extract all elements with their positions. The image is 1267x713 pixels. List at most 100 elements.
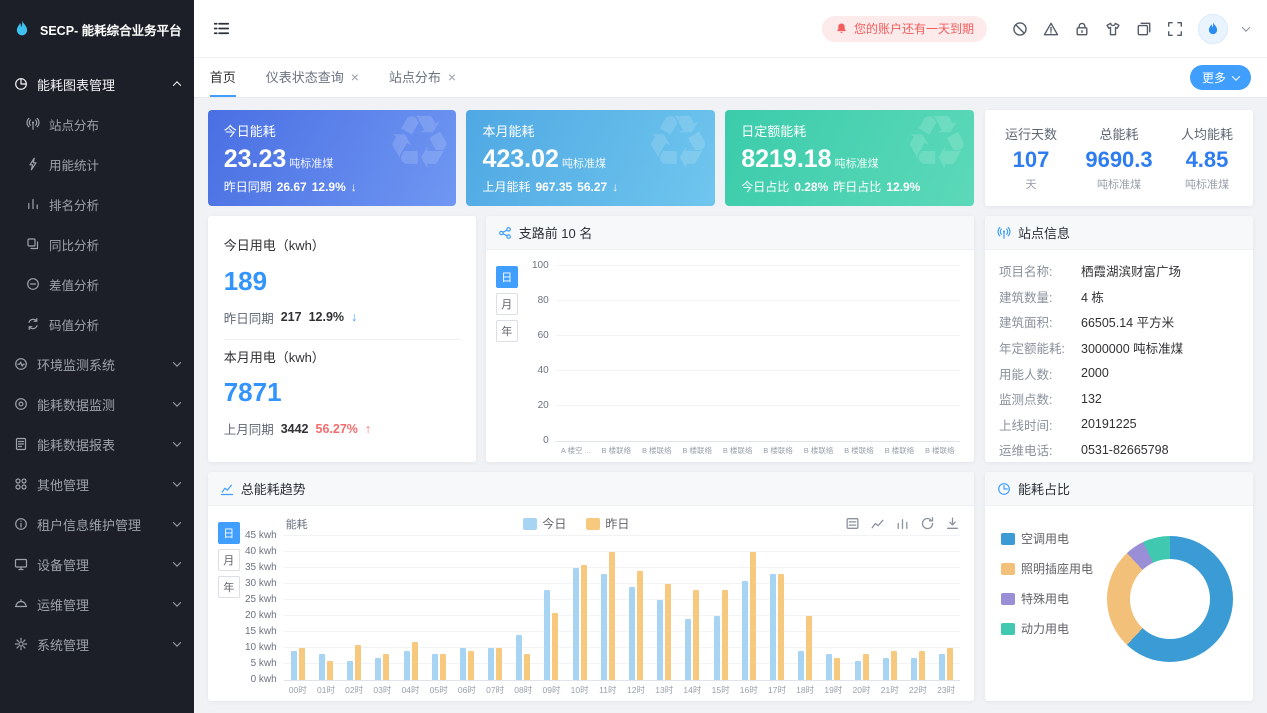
trend-bar[interactable] [496, 648, 503, 680]
screenshot-icon[interactable] [1136, 21, 1152, 37]
trend-bar[interactable] [826, 654, 833, 680]
legend-item[interactable]: 空调用电 [1001, 530, 1093, 547]
trend-bar[interactable] [431, 654, 438, 680]
sidebar-subitem[interactable]: 排名分析 [0, 184, 194, 224]
sidebar-item[interactable]: 系统管理 [0, 624, 194, 664]
trend-bar[interactable] [769, 574, 776, 680]
trend-bar[interactable] [749, 552, 756, 680]
trend-bar[interactable] [488, 648, 495, 680]
sidebar-item[interactable]: 能耗数据监测 [0, 384, 194, 424]
trend-bar[interactable] [890, 651, 897, 680]
trend-bar[interactable] [600, 574, 607, 680]
trend-bar[interactable] [693, 590, 700, 680]
trend-bar[interactable] [411, 641, 418, 680]
close-icon[interactable]: × [447, 68, 457, 85]
avatar[interactable] [1198, 13, 1228, 44]
chevron-down-icon [172, 638, 181, 647]
trend-bar[interactable] [629, 587, 636, 680]
sidebar-item[interactable]: 能耗图表管理 [0, 64, 194, 104]
legend-item[interactable]: 昨日 [586, 515, 629, 532]
trend-bar[interactable] [347, 660, 354, 680]
period-year-button[interactable]: 年 [217, 576, 240, 598]
period-year-button[interactable]: 年 [495, 320, 518, 342]
trend-bar[interactable] [467, 651, 474, 680]
more-button[interactable]: 更多 [1189, 65, 1251, 90]
trend-bar[interactable] [910, 657, 917, 680]
sidebar-item[interactable]: 环境监测系统 [0, 344, 194, 384]
period-month-button[interactable]: 月 [495, 293, 518, 315]
trend-bar[interactable] [777, 574, 784, 680]
trend-bar[interactable] [657, 600, 664, 680]
lock-icon[interactable] [1074, 21, 1090, 37]
download-icon[interactable] [945, 516, 960, 531]
sidebar-subitem[interactable]: 站点分布 [0, 104, 194, 144]
period-day-button[interactable]: 日 [217, 522, 240, 544]
sidebar-subitem[interactable]: 用能统计 [0, 144, 194, 184]
trend-bar[interactable] [318, 654, 325, 680]
tab-2[interactable]: 站点分布 × [389, 58, 456, 97]
warning-icon[interactable] [1043, 21, 1059, 37]
fullscreen-icon[interactable] [1167, 21, 1183, 37]
sidebar-item[interactable]: 设备管理 [0, 544, 194, 584]
trend-bar[interactable] [806, 616, 813, 680]
chevron-down-icon[interactable] [1241, 22, 1251, 32]
collapse-sidebar-icon[interactable] [212, 19, 231, 38]
trend-bar[interactable] [403, 651, 410, 680]
trend-bar[interactable] [882, 657, 889, 680]
trend-bar[interactable] [355, 644, 362, 680]
sidebar-item[interactable]: 其他管理 [0, 464, 194, 504]
close-icon[interactable]: × [350, 68, 359, 85]
trend-bar[interactable] [713, 616, 720, 680]
trend-bar[interactable] [524, 654, 531, 680]
tab-1[interactable]: 仪表状态查询 × [266, 58, 359, 97]
sidebar-item[interactable]: 能耗数据报表 [0, 424, 194, 464]
trend-bar[interactable] [798, 651, 805, 680]
donut-chart[interactable] [1107, 535, 1233, 662]
trend-bar[interactable] [918, 651, 925, 680]
trend-bar[interactable] [580, 564, 587, 680]
trend-bar[interactable] [572, 568, 579, 680]
trend-bar[interactable] [552, 612, 559, 680]
trend-bar[interactable] [665, 584, 672, 680]
trend-bar[interactable] [947, 648, 954, 680]
trend-bar[interactable] [608, 552, 615, 680]
trend-bar[interactable] [862, 654, 869, 680]
trend-bar[interactable] [516, 635, 523, 680]
account-expiry-alert[interactable]: 您的账户还有一天到期 [821, 15, 987, 42]
tab-label: 仪表状态查询 [265, 70, 344, 85]
line-chart-icon[interactable] [870, 516, 885, 531]
period-month-button[interactable]: 月 [217, 549, 240, 571]
sidebar-item[interactable]: 运维管理 [0, 584, 194, 624]
sidebar-subitem[interactable]: 码值分析 [0, 304, 194, 344]
sidebar-item[interactable]: 租户信息维护管理 [0, 504, 194, 544]
trend-bar[interactable] [298, 648, 305, 680]
stat-card-value: 8219.18 吨标准煤 [741, 144, 879, 173]
trend-bar[interactable] [459, 648, 466, 680]
trend-bar[interactable] [439, 654, 446, 680]
trend-bar[interactable] [834, 657, 841, 680]
legend-item[interactable]: 动力用电 [1001, 620, 1093, 637]
clear-cache-icon[interactable] [1012, 21, 1028, 37]
legend-item[interactable]: 照明插座用电 [1001, 560, 1093, 577]
trend-bar[interactable] [290, 651, 297, 680]
sidebar-subitem[interactable]: 差值分析 [0, 264, 194, 304]
trend-bar[interactable] [685, 619, 692, 680]
trend-bar[interactable] [637, 571, 644, 680]
trend-bar[interactable] [383, 654, 390, 680]
trend-bar[interactable] [741, 580, 748, 680]
trend-bar[interactable] [721, 590, 728, 680]
bar-chart-icon[interactable] [895, 516, 910, 531]
refresh-icon[interactable] [920, 516, 935, 531]
legend-item[interactable]: 今日 [523, 515, 566, 532]
legend-item[interactable]: 特殊用电 [1001, 590, 1093, 607]
list-icon[interactable] [845, 516, 860, 531]
theme-icon[interactable] [1105, 21, 1121, 37]
trend-bar[interactable] [939, 654, 946, 680]
period-day-button[interactable]: 日 [495, 266, 518, 288]
trend-bar[interactable] [375, 657, 382, 680]
trend-bar[interactable] [544, 590, 551, 680]
sidebar-subitem[interactable]: 同比分析 [0, 224, 194, 264]
tab-0[interactable]: 首页 [209, 58, 236, 97]
trend-bar[interactable] [326, 660, 333, 680]
trend-bar[interactable] [854, 660, 861, 680]
